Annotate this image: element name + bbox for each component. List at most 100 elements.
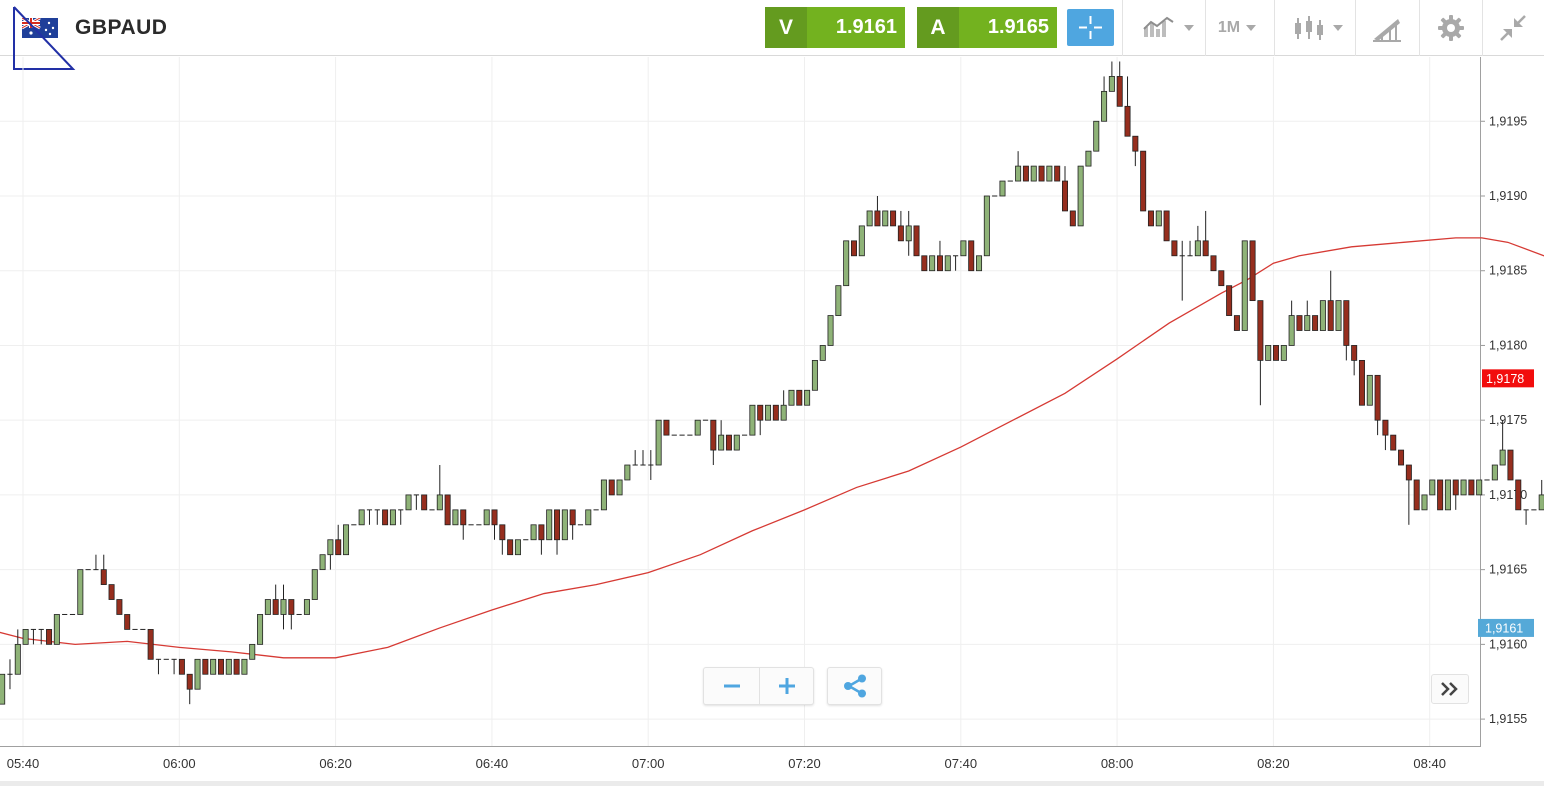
bear-candle xyxy=(382,509,389,526)
bear-candle xyxy=(1233,315,1240,331)
drawing-tools-button[interactable] xyxy=(1360,0,1414,56)
candle-body xyxy=(1273,345,1280,361)
candle-body xyxy=(389,509,396,526)
doji-candle xyxy=(632,450,638,466)
bull-candle xyxy=(1108,61,1115,92)
candle-style-button[interactable] xyxy=(1280,0,1348,56)
bull-candle xyxy=(866,210,873,227)
candle-body xyxy=(1233,315,1240,331)
chevron-down-icon xyxy=(1246,25,1257,31)
bull-candle xyxy=(905,210,912,256)
candle-body xyxy=(14,643,21,675)
candle-body xyxy=(343,524,350,556)
time-tick-label: 07:40 xyxy=(945,756,978,771)
candle-body xyxy=(1093,120,1100,152)
scroll-to-latest-button[interactable] xyxy=(1431,674,1469,704)
bear-candle xyxy=(1390,434,1397,451)
bear-candle xyxy=(796,389,803,406)
buy-button[interactable]: A 1.9165 xyxy=(917,7,1057,48)
bull-candle xyxy=(1046,165,1053,182)
candle-body xyxy=(1413,479,1420,511)
bull-candle xyxy=(733,434,740,451)
candle-body xyxy=(1249,240,1256,302)
candle-body xyxy=(1218,270,1225,287)
separator xyxy=(1122,0,1123,56)
zoom-in-button[interactable] xyxy=(759,668,814,704)
share-button[interactable] xyxy=(827,667,882,705)
bull-candle xyxy=(819,345,826,361)
sell-button[interactable]: V 1.9161 xyxy=(765,7,905,48)
candle-body xyxy=(1382,419,1389,436)
candle-body xyxy=(608,479,615,496)
moving-average xyxy=(0,237,1544,659)
crosshair-button[interactable] xyxy=(1067,9,1114,46)
bull-candle xyxy=(882,210,889,227)
bear-candle xyxy=(421,494,428,511)
candle-body xyxy=(257,614,264,645)
candle-body xyxy=(936,255,943,272)
bottom-scrollbar[interactable] xyxy=(0,781,1544,786)
price-chart[interactable]: 1,9155 1,9160 1,9165 1,9170 1,9175 1,9180 1,91… xyxy=(0,57,1544,781)
bull-candle xyxy=(1335,300,1342,331)
bull-candle xyxy=(303,599,310,615)
candle-body xyxy=(1390,434,1397,451)
timeframe-label: 1M xyxy=(1217,19,1241,36)
bear-candle xyxy=(772,404,779,421)
doji-candle xyxy=(1523,509,1529,525)
bear-candle xyxy=(460,509,467,540)
candle-body xyxy=(1288,315,1295,346)
bull-candle xyxy=(1460,479,1467,496)
bull-candle xyxy=(1093,120,1100,152)
candle-body xyxy=(1077,165,1084,227)
candle-body xyxy=(1171,240,1178,257)
bull-candle xyxy=(999,180,1006,197)
candle-body xyxy=(1468,479,1475,496)
bull-candle xyxy=(983,195,990,257)
uk-australia-flag-icon xyxy=(22,18,58,38)
candle-body xyxy=(100,569,107,585)
candle-body xyxy=(569,509,576,526)
candle-body xyxy=(264,599,271,615)
candle-body xyxy=(1398,449,1405,466)
bull-candle xyxy=(1491,464,1498,481)
bear-candle xyxy=(1124,76,1131,137)
candle-body xyxy=(1108,76,1115,92)
candle-body xyxy=(1030,165,1037,182)
time-tick-label: 07:00 xyxy=(632,756,665,771)
candle-body xyxy=(108,584,115,600)
candle-body xyxy=(116,599,123,615)
candle-body xyxy=(1124,105,1131,137)
bear-candle xyxy=(1374,374,1381,436)
bull-candle xyxy=(976,255,983,272)
bear-candle xyxy=(335,524,342,556)
bull-candle xyxy=(264,599,271,615)
bear-candle xyxy=(1405,464,1412,525)
candle-body xyxy=(327,539,334,556)
bull-candle xyxy=(858,225,865,257)
collapse-button[interactable] xyxy=(1486,0,1540,56)
bear-candle xyxy=(538,524,545,555)
bull-candle xyxy=(1366,374,1373,406)
bear-candle xyxy=(124,614,131,630)
bear-candle xyxy=(1413,479,1420,511)
chart-grid xyxy=(0,57,1480,746)
candle-body xyxy=(1366,374,1373,406)
candle-body xyxy=(788,389,795,406)
plus-icon xyxy=(779,678,795,694)
candle-body xyxy=(780,404,787,421)
bear-candle xyxy=(1022,165,1029,182)
settings-button[interactable] xyxy=(1424,0,1478,56)
candle-body xyxy=(452,509,459,526)
zoom-out-button[interactable] xyxy=(704,668,759,704)
candle-body xyxy=(1429,479,1436,496)
bull-candle xyxy=(765,404,772,421)
candle-body xyxy=(655,419,662,466)
bear-candle xyxy=(1507,449,1514,481)
candle-body xyxy=(358,509,365,526)
candle-body xyxy=(1491,464,1498,481)
timeframe-button[interactable]: 1M xyxy=(1206,0,1272,56)
price-tick-label: 1,9195 xyxy=(1489,114,1527,128)
bull-candle xyxy=(241,658,248,675)
chart-type-button[interactable] xyxy=(1130,0,1200,56)
separator xyxy=(1482,0,1483,56)
